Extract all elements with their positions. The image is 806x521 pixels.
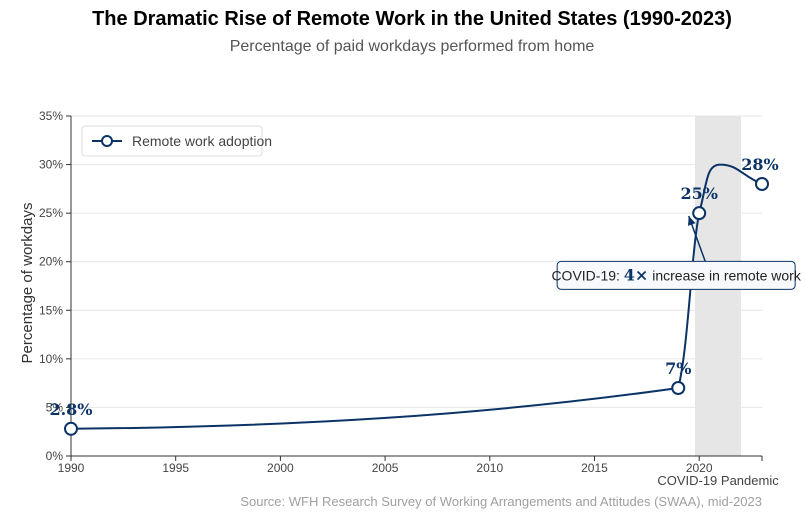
data-point-marker	[692, 206, 707, 221]
annotation-arrow-head	[688, 216, 696, 226]
annotation-text-suffix: increase in remote work	[648, 267, 802, 283]
y-tick-label: 25%	[39, 206, 63, 220]
data-label: 7%	[665, 359, 691, 378]
x-tick-label: 1990	[58, 461, 85, 475]
y-tick-label: 0%	[46, 449, 64, 463]
annotation-text-emphasis: 4×	[624, 265, 649, 284]
y-tick-label: 10%	[39, 352, 63, 366]
data-label: 25%	[680, 184, 717, 203]
shaded-region-label: COVID-19 Pandemic	[657, 473, 779, 488]
x-tick-label: 2010	[476, 461, 503, 475]
x-tick-label: 2015	[581, 461, 608, 475]
series-line-remote-work	[70, 163, 763, 430]
source-note: Source: WFH Research Survey of Working A…	[240, 494, 762, 509]
legend-label: Remote work adoption	[132, 133, 272, 149]
y-tick-label: 15%	[39, 303, 63, 317]
chart-title: The Dramatic Rise of Remote Work in the …	[92, 8, 732, 30]
data-point-marker	[64, 421, 78, 436]
legend-marker-swatch	[101, 135, 113, 147]
annotation-box	[556, 260, 796, 290]
x-tick-label: 2000	[267, 461, 294, 475]
data-label: 2.8%	[49, 400, 92, 419]
chart-subtitle: Percentage of paid workdays performed fr…	[229, 38, 595, 55]
legend-box	[81, 125, 263, 157]
y-tick-label: 30%	[39, 158, 63, 172]
annotation-text: COVID-19: 4× increase in remote work	[551, 265, 801, 284]
x-tick-label: 2005	[372, 461, 399, 475]
data-label: 28%	[741, 155, 778, 174]
annotation-text-prefix: COVID-19:	[551, 267, 623, 283]
data-point-marker	[671, 381, 686, 395]
y-axis-label: Percentage of workdays	[19, 203, 36, 364]
x-tick-label: 2020	[686, 461, 713, 475]
y-tick-label: 35%	[39, 109, 63, 123]
x-tick-label: 1995	[162, 461, 189, 475]
y-tick-label: 5%	[46, 400, 64, 414]
y-tick-label: 20%	[39, 255, 63, 269]
data-point-marker	[755, 177, 769, 191]
